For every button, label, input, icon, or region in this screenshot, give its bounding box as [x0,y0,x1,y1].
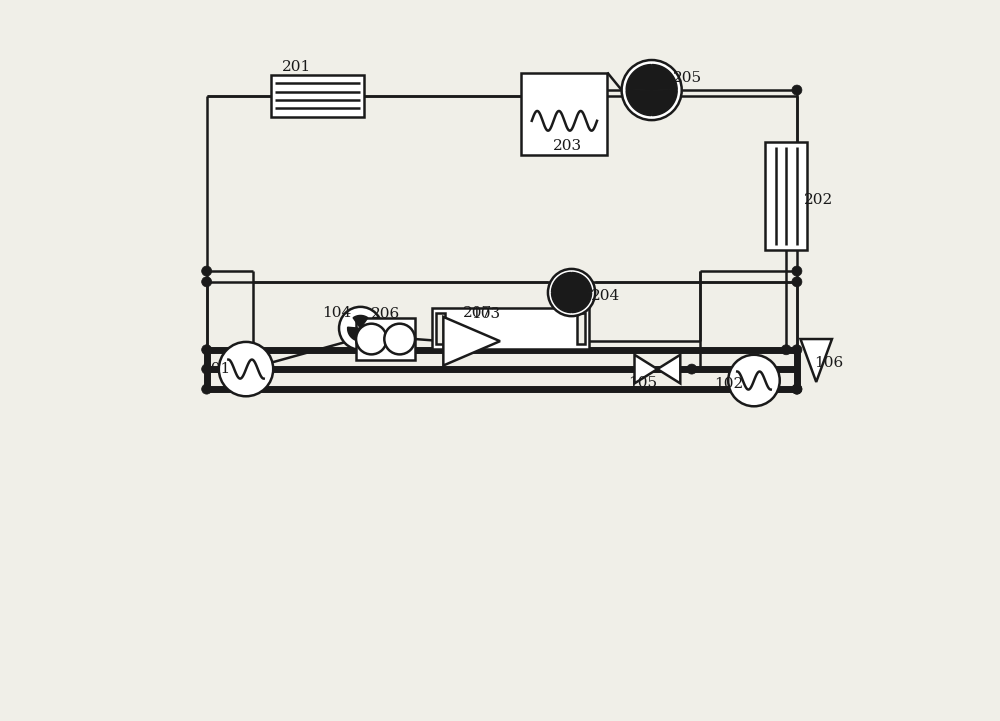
Polygon shape [800,339,832,382]
Circle shape [792,345,802,355]
Polygon shape [551,273,572,293]
Circle shape [792,266,802,276]
Polygon shape [626,64,652,90]
Text: 102: 102 [714,377,744,391]
Text: 206: 206 [371,307,400,321]
Polygon shape [443,317,500,366]
Circle shape [622,60,682,120]
Circle shape [356,324,387,355]
Bar [271,75,364,117]
Polygon shape [360,327,373,340]
Text: 201: 201 [281,60,311,74]
Circle shape [792,384,802,394]
Bar [436,313,445,344]
Circle shape [792,85,802,95]
Circle shape [728,355,780,407]
Circle shape [202,345,212,355]
Text: 203: 203 [553,139,583,153]
Text: 205: 205 [673,71,702,85]
Circle shape [339,307,382,350]
Polygon shape [626,90,652,115]
Polygon shape [353,315,368,328]
Polygon shape [551,293,572,313]
Circle shape [548,269,595,316]
Circle shape [792,277,802,287]
Bar [577,313,585,344]
Text: 204: 204 [591,289,621,303]
Circle shape [384,324,415,355]
Text: 207: 207 [463,306,492,319]
Circle shape [792,384,802,394]
Polygon shape [652,64,677,90]
Circle shape [202,266,212,276]
Text: 202: 202 [804,193,833,206]
Bar [521,73,607,155]
Bar [765,142,807,249]
Text: 104: 104 [322,306,352,320]
Circle shape [687,364,697,374]
Text: 106: 106 [814,355,844,370]
Text: 101: 101 [201,362,231,376]
Polygon shape [572,273,592,293]
Circle shape [202,277,212,287]
Polygon shape [348,327,360,340]
Text: 103: 103 [471,307,500,321]
Text: 105: 105 [629,376,658,390]
Bar [432,308,589,349]
Circle shape [202,384,212,394]
Polygon shape [652,90,677,115]
Circle shape [202,364,212,374]
Polygon shape [572,293,592,313]
Polygon shape [657,355,680,384]
Circle shape [219,342,273,397]
Polygon shape [635,355,657,384]
Bar [356,318,415,360]
Circle shape [781,345,791,355]
